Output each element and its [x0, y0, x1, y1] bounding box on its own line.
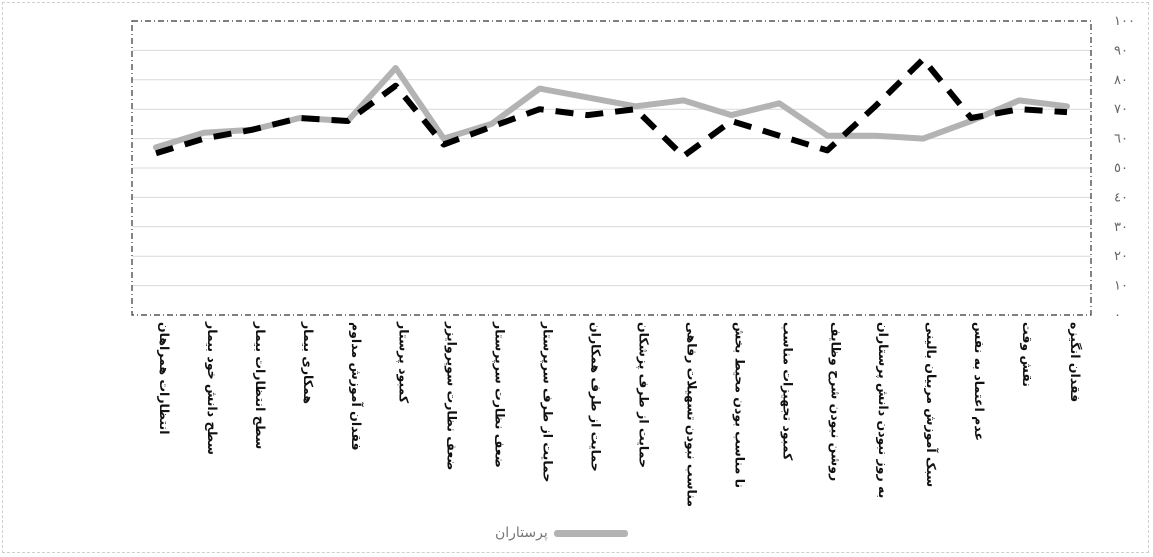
x-tick-label: به روز نبودن دانش پرستاران: [876, 322, 891, 498]
y-tick-label: ٩٠: [1114, 43, 1128, 58]
plot-area-border: [131, 20, 1092, 316]
legend-swatch-nurses: [553, 529, 628, 537]
x-tick-label: سبک آموزش مربیان بالینی: [924, 322, 939, 487]
legend-label-nurses: پرستاران: [495, 525, 548, 541]
series-line-dashed: [155, 56, 1068, 160]
y-axis-ticks: ٠ ١٠ ٢٠ ٣٠ ٤٠ ٥٠ ٦٠ ٧٠ ٨٠ ٩٠ ١٠٠: [1114, 14, 1135, 323]
x-tick-label: انتظارات همراهان: [157, 322, 172, 434]
x-tick-label: نا مناسب بودن محیط بخش: [732, 322, 747, 488]
x-tick-label: سطح انتظارات بیمار: [253, 321, 268, 449]
y-tick-label: ٨٠: [1114, 73, 1128, 88]
x-tick-label: فقدان آموزش مداوم: [348, 322, 364, 451]
y-tick-label: ٦٠: [1114, 132, 1128, 147]
series-lines: [153, 56, 1070, 160]
x-tick-label: همکاری بیمار: [301, 321, 316, 404]
x-tick-label: حمایت از طرف پزشکان: [636, 322, 651, 468]
x-tick-label: سطح دانش خود بیمار: [205, 321, 220, 455]
x-tick-label: ضعف نظارت سوپروایزر: [445, 321, 460, 470]
x-tick-label: نقش وقت: [1020, 322, 1035, 387]
y-tick-label: ٤٠: [1114, 190, 1128, 205]
y-tick-label: ٣٠: [1114, 220, 1128, 235]
x-tick-label: کمبود پرستار: [397, 321, 412, 404]
x-tick-label: حمایت از طرف همکاران: [589, 322, 604, 472]
y-tick-label: ٠: [1114, 308, 1121, 323]
x-tick-label: ضعف نظارت سرپرستار: [493, 321, 508, 468]
legend: پرستاران: [495, 525, 628, 541]
x-tick-label: عدم اعتماد به نفس: [971, 322, 987, 441]
x-tick-label: مناسب نبودن تسهیلات رفاهی: [684, 322, 699, 507]
y-tick-label: ٧٠: [1114, 102, 1128, 117]
gridlines: [132, 49, 1091, 287]
x-axis-ticks: انتظارات همراهان سطح دانش خود بیمار سطح ان…: [157, 321, 1083, 507]
y-tick-label: ٥٠: [1114, 161, 1128, 176]
x-tick-label: کمبود تجهیزات مناسب: [780, 322, 795, 461]
x-tick-label: روشن نبودن شرح وظایف: [828, 322, 843, 481]
y-tick-label: ١٠٠: [1114, 14, 1135, 29]
x-tick-label: حمایت از طرف سرپرستار: [541, 321, 556, 482]
y-tick-label: ٢٠: [1114, 249, 1128, 264]
x-tick-label: فقدان انگیزه: [1068, 322, 1083, 402]
y-tick-label: ١٠: [1114, 279, 1128, 294]
